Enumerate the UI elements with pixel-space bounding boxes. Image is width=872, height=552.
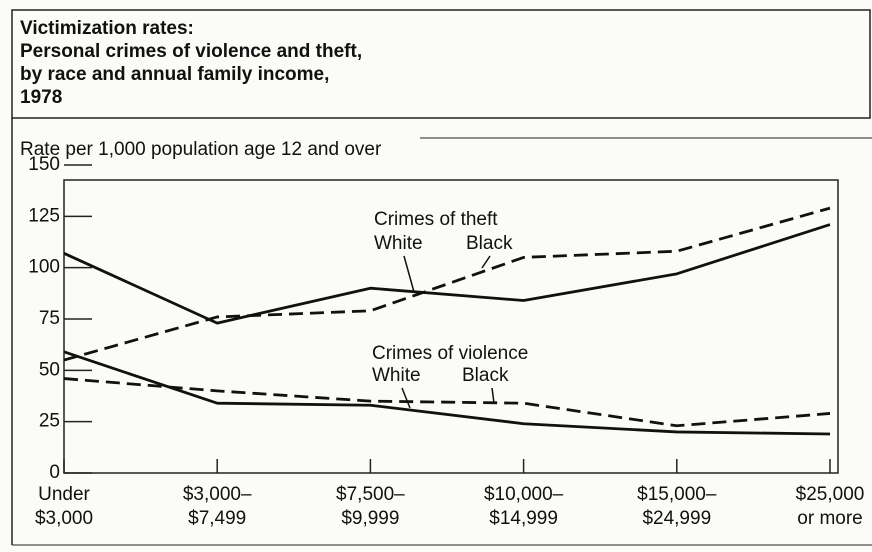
title-box [11,9,871,119]
y-tick-label: 50 [39,359,60,380]
x-tick-line: Under [38,484,90,505]
x-tick-label: $7,500– $9,999 [336,484,405,529]
y-axis-label: Rate per 1,000 population age 12 and ove… [20,139,382,160]
annotation-series: Black [466,233,513,254]
series-line [63,377,831,428]
title-line: Personal crimes of violence and theft, [20,41,362,62]
series-line [63,350,831,436]
x-tick-label: $25,000 or more [796,484,865,529]
pointer [491,387,495,404]
annotation: Crimes of theft [374,209,498,230]
annotation-series: White [372,365,421,386]
x-tick-label: $15,000– $24,999 [637,484,717,529]
x-tick-line: $24,999 [642,508,711,529]
x-tick-line: or more [797,508,862,529]
title-line: by race and annual family income, [20,64,329,85]
y-tick-label: 100 [28,257,60,278]
x-tick-label: $10,000– $14,999 [484,484,564,529]
x-tick-label: Under $3,000 [35,484,93,529]
x-tick-line: $7,499 [188,508,246,529]
y-tick-label: 0 [49,462,60,483]
y-tick-label: 125 [28,205,60,226]
x-tick-label: $3,000– $7,499 [183,484,252,529]
x-tick-line: $3,000– [183,484,252,505]
annotation: Crimes of violence [372,343,528,364]
y-tick-label: 75 [39,308,60,329]
x-tick-line: $9,999 [341,508,399,529]
pointer [403,255,415,293]
series-line [63,206,831,362]
x-tick-line: $7,500– [336,484,405,505]
x-tick-line: $14,999 [489,508,558,529]
pointer [481,255,491,269]
title-line: Victimization rates: [20,18,194,39]
pointer [401,387,411,409]
plot-frame [63,179,839,474]
y-tick-label: 25 [39,411,60,432]
y-tick-label: 150 [28,154,60,175]
x-tick-line: $3,000 [35,508,93,529]
annotation-series: Black [462,365,509,386]
x-tick-line: $15,000– [637,484,717,505]
series-line [63,223,831,325]
title-line: 1978 [20,87,62,108]
annotation-series: White [374,233,423,254]
x-tick-line: $10,000– [484,484,564,505]
x-tick-line: $25,000 [796,484,865,505]
